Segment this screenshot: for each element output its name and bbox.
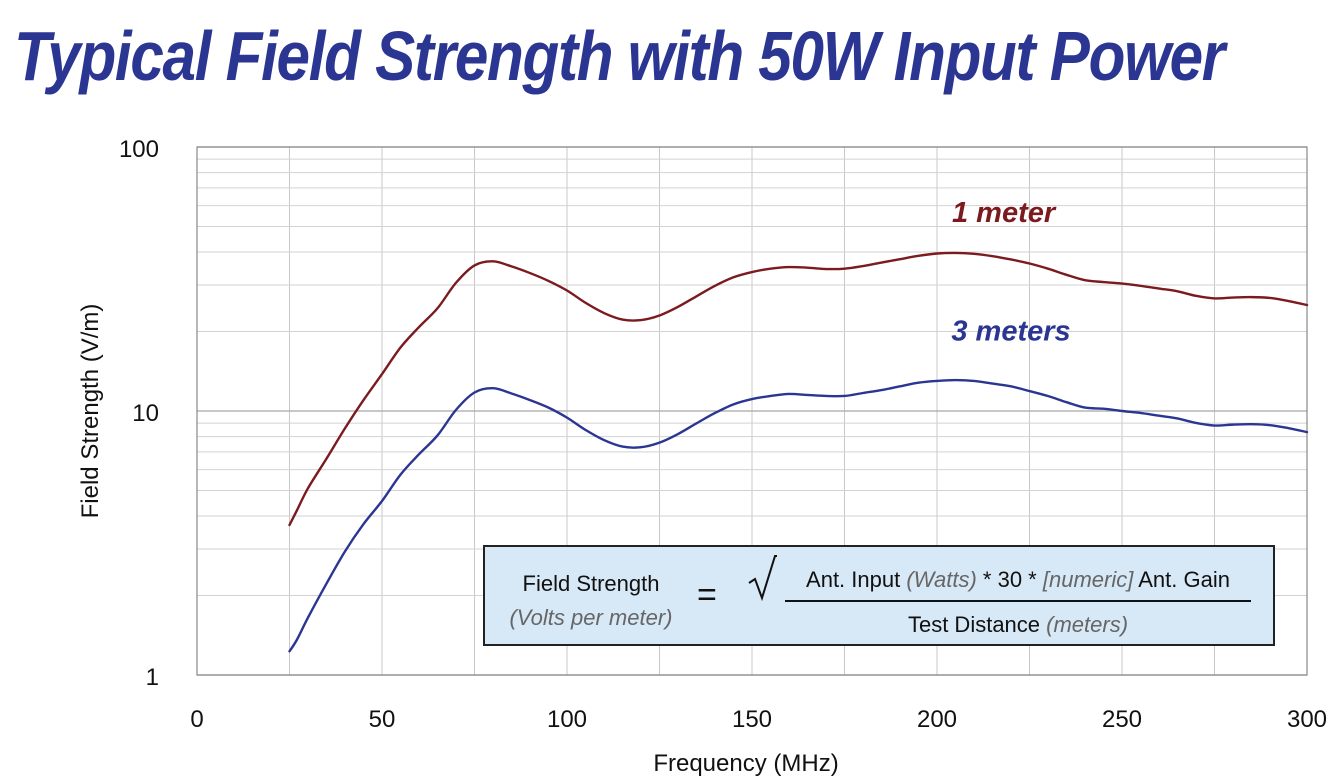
formula-den-part1: Test Distance <box>907 612 1047 637</box>
y-axis-label: Field Strength (V/m) <box>77 304 104 519</box>
y-tick-label: 10 <box>132 400 159 427</box>
x-tick-label: 150 <box>732 706 772 733</box>
formula-lhs-label: Field Strength <box>522 571 660 596</box>
formula-num-part1: Ant. Input <box>806 567 907 592</box>
square-root-icon <box>748 555 777 602</box>
series-line-1-meter <box>288 251 1309 527</box>
x-tick-label: 250 <box>1102 706 1142 733</box>
formula-fraction-bar <box>785 600 1251 602</box>
formula-lhs: Field Strength (Volts per meter) <box>501 567 681 635</box>
formula-num-part2: * 30 * <box>976 567 1043 592</box>
x-axis-label: Frequency (MHz) <box>653 750 838 777</box>
chart-title: Typical Field Strength with 50W Input Po… <box>14 17 1225 95</box>
x-axis-ticks: 0 50 100 150 200 250 300 <box>190 706 1327 733</box>
x-tick-label: 100 <box>547 706 587 733</box>
x-tick-label: 200 <box>917 706 957 733</box>
formula-equals-sign: = <box>697 576 717 614</box>
formula-num-part3: Ant. Gain <box>1133 567 1230 592</box>
y-tick-label: 1 <box>146 664 159 691</box>
formula-num-unit1: (Watts) <box>906 567 977 592</box>
formula-lhs-unit: (Volts per meter) <box>509 605 673 630</box>
formula-numerator: Ant. Input (Watts) * 30 * [numeric] Ant.… <box>781 563 1255 597</box>
x-tick-label: 50 <box>369 706 396 733</box>
series-line-3-meters <box>288 378 1309 653</box>
x-tick-label: 300 <box>1287 706 1327 733</box>
formula-box: Field Strength (Volts per meter) = Ant. … <box>483 545 1275 646</box>
series-label-3-meters: 3 meters <box>951 315 1070 347</box>
series-label-1-meter: 1 meter <box>952 197 1057 229</box>
y-axis-ticks: 1 10 100 <box>119 136 159 691</box>
x-tick-label: 0 <box>190 706 203 733</box>
plot-border <box>196 146 1308 676</box>
formula-denominator: Test Distance (meters) <box>781 608 1255 642</box>
y-tick-label: 100 <box>119 136 159 163</box>
series-lines <box>288 251 1309 653</box>
series-annotations: 1 meter 3 meters <box>951 197 1070 347</box>
formula-den-unit1: (meters) <box>1046 612 1129 637</box>
formula-num-unit2: [numeric] <box>1042 567 1134 592</box>
